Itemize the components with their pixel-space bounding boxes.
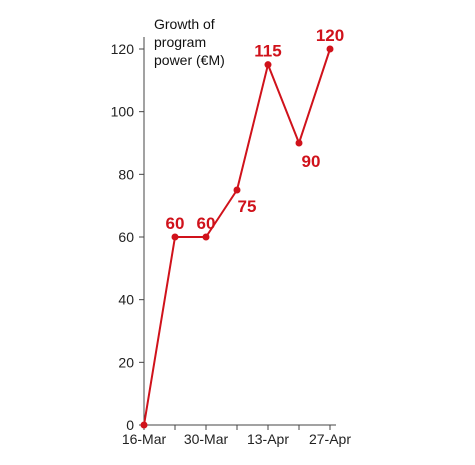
data-label: 60 [166, 214, 185, 233]
y-tick-label: 40 [118, 292, 134, 308]
data-point [264, 61, 272, 69]
x-tick-label: 16-Mar [122, 431, 167, 447]
x-tick-label: 30-Mar [184, 431, 229, 447]
x-tick-label: 13-Apr [247, 431, 289, 447]
data-labels: 60 60 75 115 90 120 [166, 26, 345, 233]
data-point [171, 233, 179, 241]
data-point [295, 139, 303, 147]
y-tick-label: 100 [111, 104, 135, 120]
data-label: 90 [302, 152, 321, 171]
data-point [202, 233, 210, 241]
data-label: 115 [254, 42, 281, 61]
y-tick-label: 80 [118, 166, 134, 182]
data-label: 60 [197, 214, 216, 233]
y-tick-label: 20 [118, 354, 134, 370]
y-tick-label: 60 [118, 229, 134, 245]
y-tick-label: 120 [111, 41, 135, 57]
y-tick-label: 0 [126, 417, 134, 433]
data-point [140, 421, 148, 429]
x-tick-label: 27-Apr [309, 431, 351, 447]
data-label: 120 [316, 26, 344, 45]
axes: 0 20 40 60 80 100 120 16-Mar 30-Mar 13-Apr 27-Apr [111, 37, 351, 447]
data-point [233, 186, 241, 194]
data-point [326, 45, 334, 53]
series-line [140, 45, 334, 429]
chart-title-line-1: Growth of [154, 16, 215, 32]
chart-title-line-3: power (€M) [154, 52, 225, 68]
data-label: 75 [238, 197, 257, 216]
chart-title-line-2: program [154, 34, 206, 50]
